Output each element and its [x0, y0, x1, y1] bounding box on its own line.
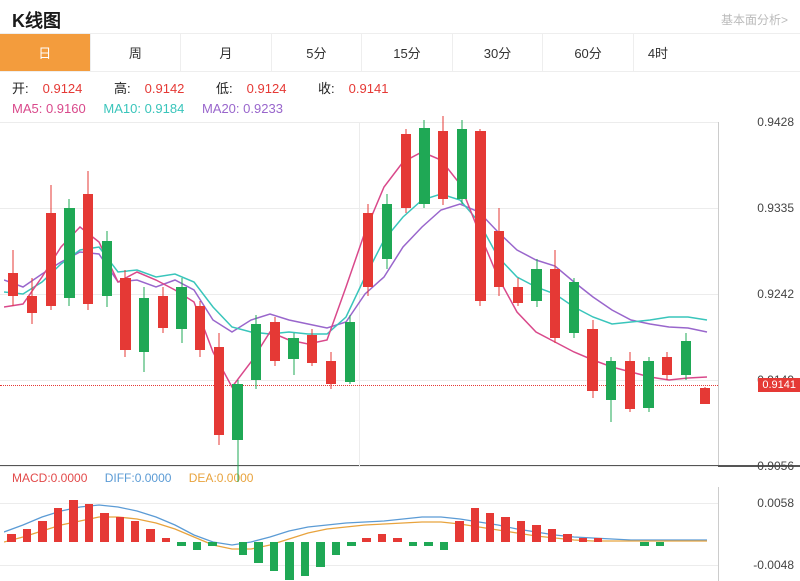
macd-info-row: MACD:0.0000 DIFF:0.0000 DEA:0.0000	[0, 467, 800, 487]
candle-body[interactable]	[531, 269, 541, 301]
candlestick-chart[interactable]: 0.9428 0.9335 0.9242 0.9149 0.9056 0.914…	[0, 122, 800, 467]
macd-bar-item[interactable]	[270, 542, 278, 571]
candle-body[interactable]	[345, 322, 355, 381]
candle-body[interactable]	[307, 335, 317, 363]
macd-bar-item[interactable]	[563, 534, 571, 542]
tab-month[interactable]: 月	[181, 34, 272, 71]
macd-bar-item[interactable]	[23, 529, 31, 542]
macd-bar-item[interactable]	[69, 500, 77, 542]
candle-body[interactable]	[83, 194, 93, 303]
macd-bar-item[interactable]	[409, 542, 417, 546]
macd-bar-item[interactable]	[440, 542, 448, 550]
tab-week[interactable]: 周	[91, 34, 182, 71]
macd-bar-item[interactable]	[239, 542, 247, 555]
candle-body[interactable]	[102, 241, 112, 297]
macd-bar-item[interactable]	[656, 542, 664, 546]
candle-body[interactable]	[662, 357, 672, 376]
tab-15min[interactable]: 15分	[362, 34, 453, 71]
candle-body[interactable]	[288, 338, 298, 359]
candle-body[interactable]	[401, 134, 411, 208]
macd-bar-item[interactable]	[486, 513, 494, 542]
candle-body[interactable]	[363, 213, 373, 287]
candlestick-series	[4, 122, 714, 467]
timeframe-tabs: 日 周 月 5分 15分 30分 60分 4时	[0, 34, 800, 72]
tab-60min[interactable]: 60分	[543, 34, 634, 71]
macd-bar-item[interactable]	[316, 542, 324, 567]
candle-body[interactable]	[494, 231, 504, 287]
macd-bar-item[interactable]	[501, 517, 509, 542]
macd-bar-item[interactable]	[146, 529, 154, 542]
macd-bar-item[interactable]	[193, 542, 201, 550]
tab-4hour[interactable]: 4时	[634, 34, 800, 71]
macd-bar-item[interactable]	[208, 542, 216, 546]
candle-body[interactable]	[419, 128, 429, 204]
macd-bar-item[interactable]	[162, 538, 170, 542]
candle-body[interactable]	[643, 361, 653, 407]
tab-30min[interactable]: 30分	[453, 34, 544, 71]
macd-bar-item[interactable]	[455, 521, 463, 542]
candle-body[interactable]	[457, 129, 467, 199]
macd-bar-item[interactable]	[131, 521, 139, 542]
macd-bar-item[interactable]	[177, 542, 185, 546]
ohlc-info-row: 开: 0.9124 高: 0.9142 低: 0.9124 收: 0.9141	[0, 72, 800, 99]
macd-bar-item[interactable]	[378, 534, 386, 542]
candle-body[interactable]	[8, 273, 18, 296]
macd-bar-item[interactable]	[38, 521, 46, 542]
tab-5min[interactable]: 5分	[272, 34, 363, 71]
macd-bar-item[interactable]	[347, 542, 355, 546]
window-header: K线图 基本面分析>	[0, 0, 800, 34]
macd-bars-series	[4, 487, 714, 581]
macd-bar-item[interactable]	[116, 517, 124, 542]
candle-body[interactable]	[382, 204, 392, 260]
macd-bar-item[interactable]	[254, 542, 262, 563]
candle-body[interactable]	[139, 298, 149, 352]
macd-bar-item[interactable]	[85, 504, 93, 542]
candle-body[interactable]	[158, 296, 168, 328]
candle-body[interactable]	[251, 324, 261, 380]
candle-body[interactable]	[475, 131, 485, 301]
candle-body[interactable]	[569, 282, 579, 333]
ma-info-row: MA5: 0.9160 MA10: 0.9184 MA20: 0.9233	[0, 99, 800, 122]
macd-bar-item[interactable]	[54, 508, 62, 542]
candle-body[interactable]	[550, 269, 560, 339]
macd-bar-item[interactable]	[579, 538, 587, 542]
candle-body[interactable]	[195, 306, 205, 351]
candle-body[interactable]	[326, 361, 336, 384]
candle-body[interactable]	[176, 287, 186, 329]
macd-bar-item[interactable]	[285, 542, 293, 580]
candle-body[interactable]	[438, 131, 448, 199]
macd-bar-item[interactable]	[532, 525, 540, 542]
page-title: K线图	[12, 7, 61, 33]
macd-bar-item[interactable]	[393, 538, 401, 542]
tab-day[interactable]: 日	[0, 34, 91, 71]
macd-bar-item[interactable]	[471, 508, 479, 542]
candle-body[interactable]	[681, 341, 691, 375]
macd-bar-item[interactable]	[362, 538, 370, 542]
candle-body[interactable]	[27, 296, 37, 313]
candle-body[interactable]	[700, 388, 710, 404]
fundamental-analysis-link[interactable]: 基本面分析>	[721, 11, 788, 28]
candle-body[interactable]	[625, 361, 635, 409]
candle-body[interactable]	[120, 278, 130, 350]
candle-body[interactable]	[270, 322, 280, 361]
macd-bar-item[interactable]	[424, 542, 432, 546]
macd-bar-item[interactable]	[640, 542, 648, 546]
candle-body[interactable]	[232, 384, 242, 440]
candle-body[interactable]	[64, 208, 74, 298]
candle-body[interactable]	[214, 347, 224, 435]
macd-bar-item[interactable]	[517, 521, 525, 542]
macd-bar-item[interactable]	[332, 542, 340, 555]
macd-bar-item[interactable]	[7, 534, 15, 542]
candle-body[interactable]	[587, 329, 597, 391]
candle-body[interactable]	[46, 213, 56, 306]
candle-body[interactable]	[513, 287, 523, 303]
candle-body[interactable]	[606, 361, 616, 400]
macd-bar-item[interactable]	[100, 513, 108, 542]
macd-bar-item[interactable]	[594, 538, 602, 542]
macd-histogram-chart[interactable]: 0.0058 -0.0048	[0, 487, 800, 581]
macd-bar-item[interactable]	[301, 542, 309, 576]
macd-bar-item[interactable]	[548, 529, 556, 542]
